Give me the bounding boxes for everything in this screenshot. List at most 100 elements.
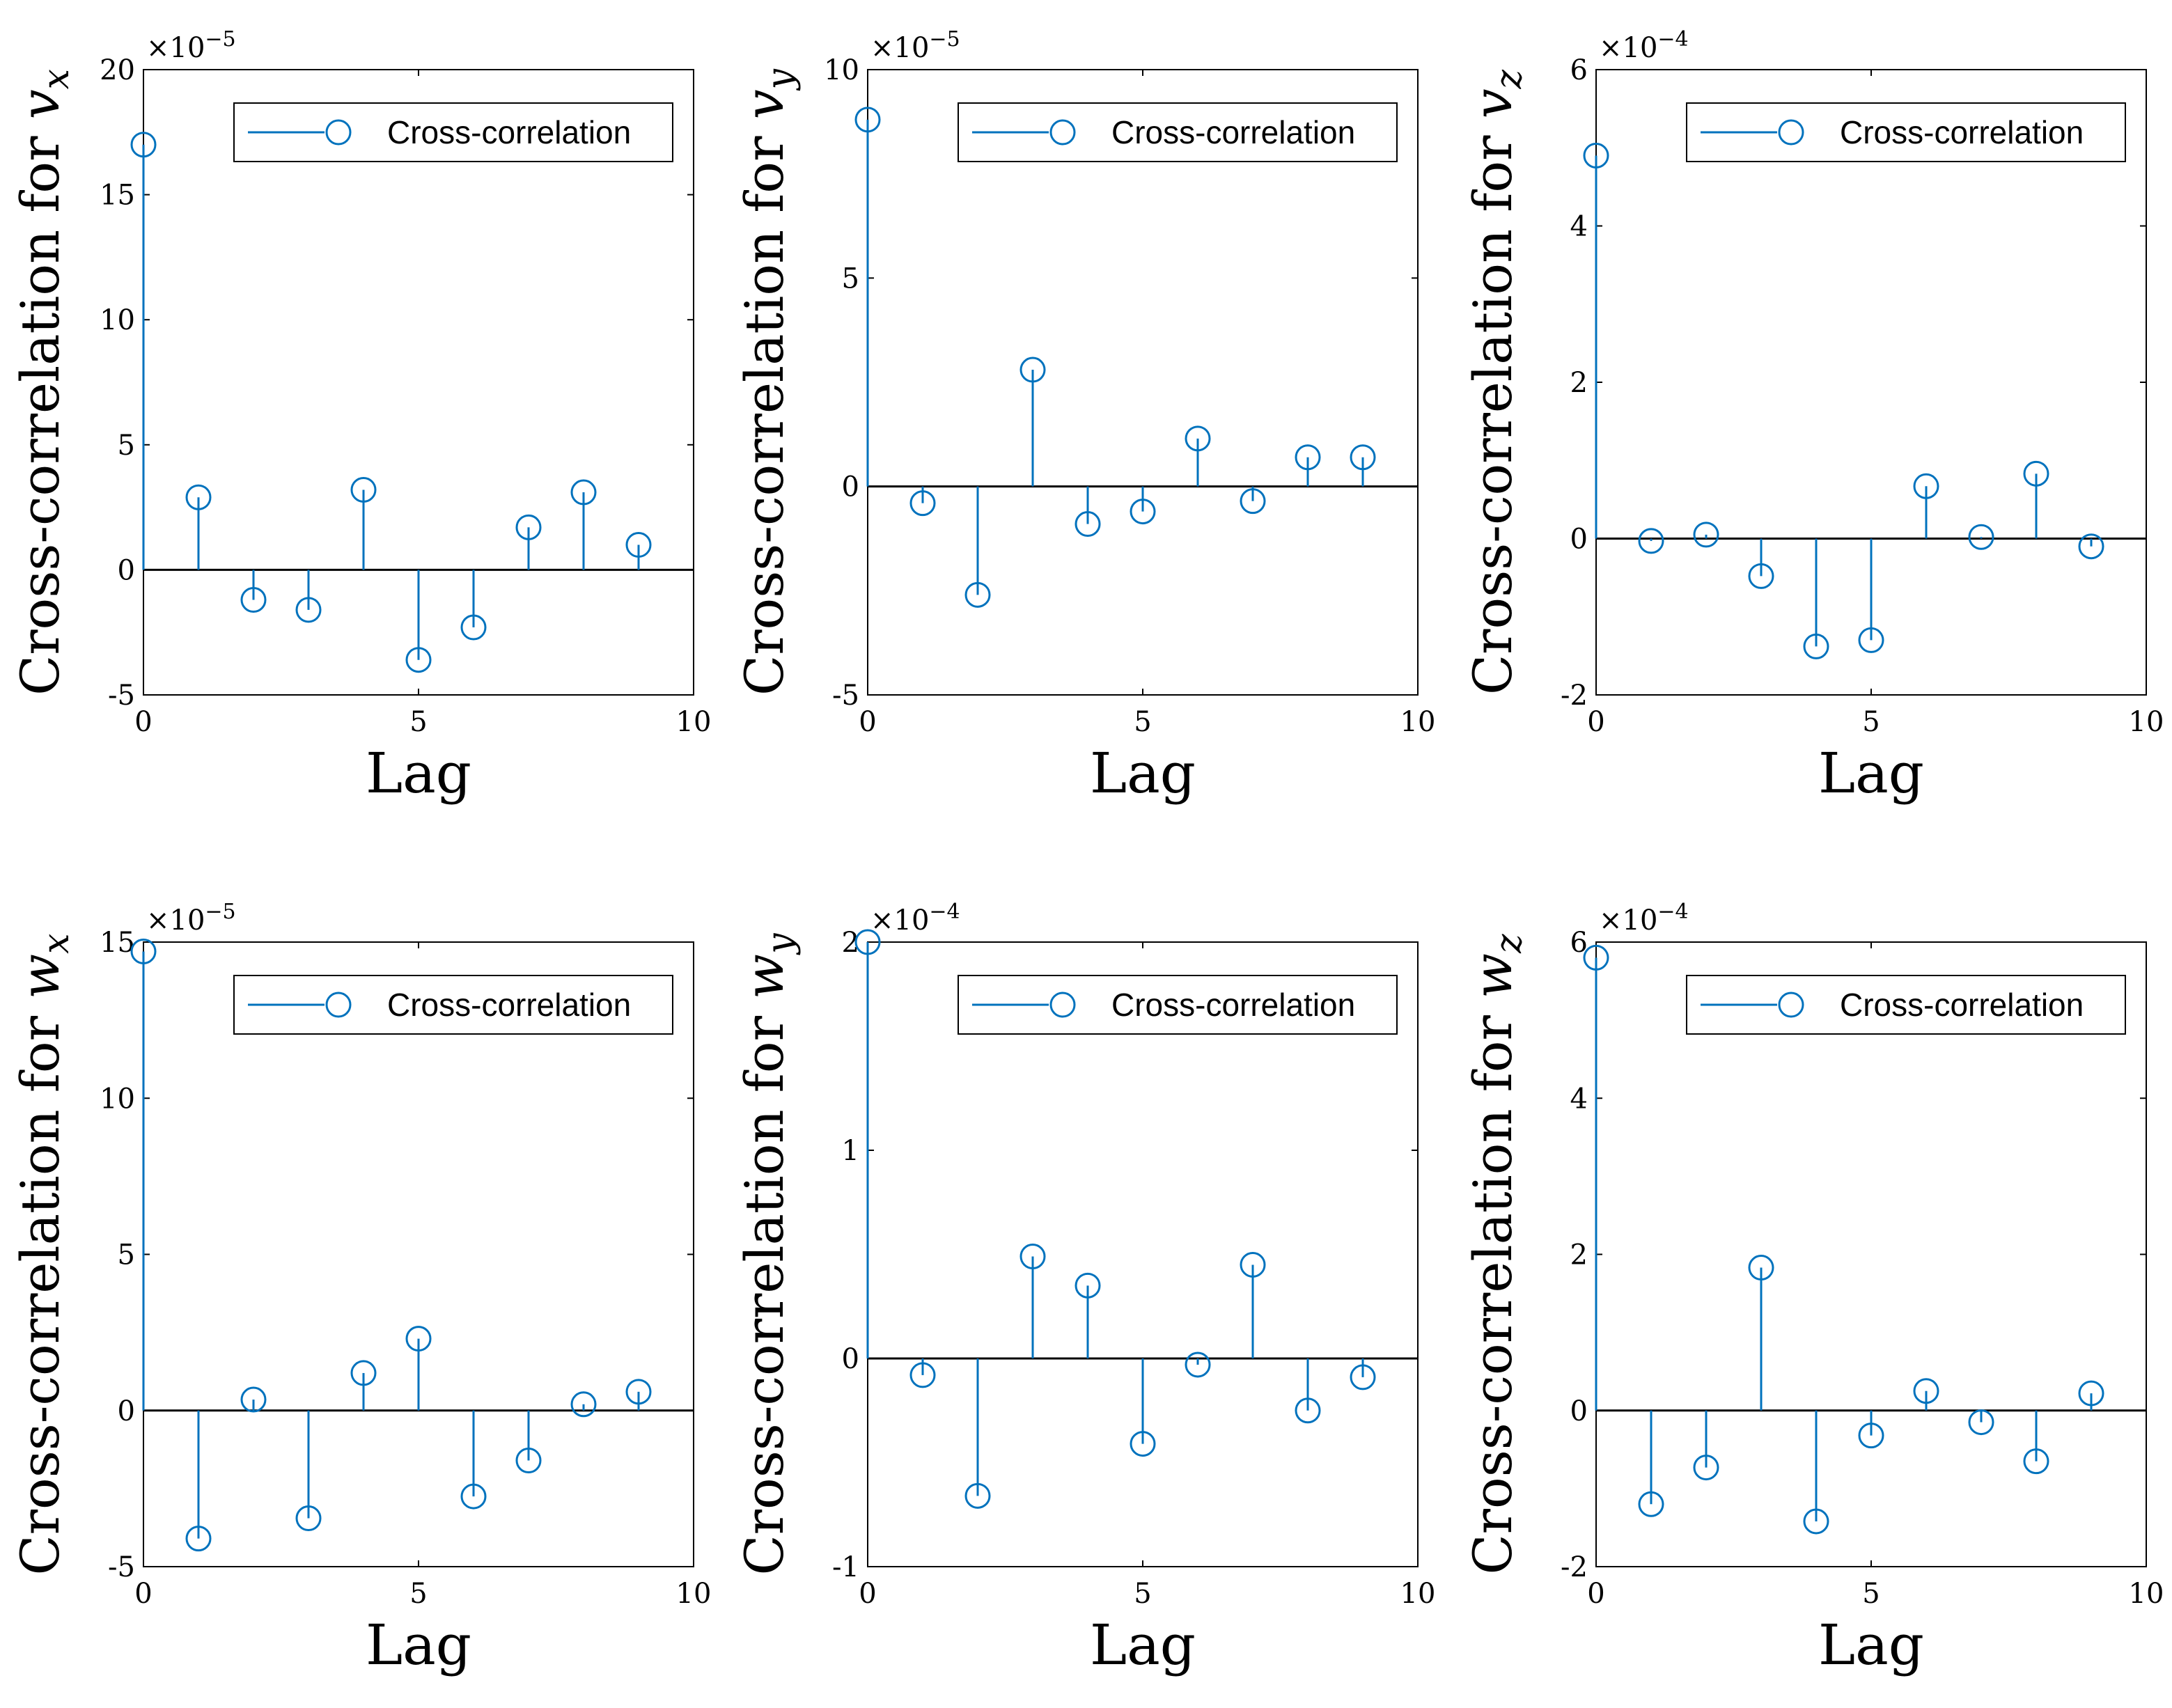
x-tick-label: 5 <box>1862 1578 1880 1610</box>
axis-exponent-label: ×10−4 <box>1599 27 1689 64</box>
stem-marker <box>1583 944 1609 971</box>
y-tick-label: -5 <box>108 680 135 712</box>
stem-marker <box>1638 528 1664 554</box>
stem-marker <box>1185 1351 1211 1378</box>
legend-marker-sample <box>325 119 352 146</box>
x-tick-label: 10 <box>1400 1578 1436 1610</box>
stem-marker <box>1583 142 1609 169</box>
stem-marker <box>350 476 377 503</box>
y-tick-label: 4 <box>1570 211 1588 243</box>
stem-marker <box>1240 1251 1266 1278</box>
x-tick-label: 10 <box>1400 706 1436 738</box>
x-axis-label: Lag <box>366 741 471 806</box>
x-axis-label: Lag <box>366 1613 471 1677</box>
stem-marker <box>625 1379 652 1405</box>
stem-marker <box>2023 1448 2049 1475</box>
axis-exponent-label: ×10−5 <box>870 27 960 64</box>
stem-marker <box>1638 1491 1664 1517</box>
stem-marker <box>350 1360 377 1386</box>
stem-marker <box>1295 444 1321 471</box>
stem-marker <box>185 1526 212 1552</box>
y-tick-label: 5 <box>118 1239 135 1271</box>
stem-marker <box>460 614 487 641</box>
y-tick-label: 5 <box>118 430 135 462</box>
x-tick-label: 10 <box>676 706 712 738</box>
stem-marker <box>854 929 881 955</box>
x-tick-label: 5 <box>1134 706 1151 738</box>
x-tick-label: 0 <box>859 1578 876 1610</box>
stem-marker <box>460 1483 487 1510</box>
x-tick-label: 5 <box>1134 1578 1151 1610</box>
x-tick-label: 10 <box>2129 1578 2164 1610</box>
x-axis-label: Lag <box>1818 741 1924 806</box>
x-tick-label: 10 <box>676 1578 712 1610</box>
y-tick-label: 4 <box>1570 1083 1588 1115</box>
stem-marker <box>130 938 157 964</box>
y-tick-label: 0 <box>118 1395 135 1427</box>
stem-marker <box>1075 1272 1101 1299</box>
stem-marker <box>1350 1364 1376 1390</box>
stem-marker <box>1240 488 1266 515</box>
legend-marker-sample <box>1778 119 1804 146</box>
axis-exponent-label: ×10−5 <box>146 900 236 937</box>
stem-marker <box>295 1505 322 1531</box>
stem-marker <box>1185 425 1211 452</box>
legend-label: Cross-correlation <box>1111 987 1355 1023</box>
y-tick-label: -2 <box>1561 680 1588 712</box>
stem-marker <box>570 1391 597 1418</box>
y-tick-label: 15 <box>100 927 135 959</box>
y-tick-label: 10 <box>100 1083 135 1115</box>
stem-marker <box>1075 511 1101 538</box>
y-tick-label: 0 <box>1570 1395 1588 1427</box>
x-tick-label: 0 <box>134 706 152 738</box>
legend-marker-sample <box>1049 992 1076 1018</box>
stem-marker <box>1350 444 1376 471</box>
y-tick-label: 20 <box>100 54 135 86</box>
stem-marker <box>405 647 432 673</box>
stem-marker <box>1913 473 1939 499</box>
stem-marker <box>1130 1431 1156 1457</box>
y-tick-label: -2 <box>1561 1551 1588 1583</box>
legend-label: Cross-correlation <box>387 114 631 150</box>
stem-marker <box>1803 633 1829 659</box>
stem-marker <box>1693 1455 1719 1481</box>
y-tick-label: -5 <box>108 1551 135 1583</box>
y-tick-label: -1 <box>832 1551 859 1583</box>
stem-marker <box>909 1362 936 1388</box>
stem-marker <box>2078 1380 2104 1407</box>
legend-label: Cross-correlation <box>1111 114 1355 150</box>
y-tick-label: 10 <box>824 54 859 86</box>
y-tick-label: 0 <box>842 1343 859 1375</box>
stem-marker <box>1295 1397 1321 1424</box>
stem-marker <box>1019 1243 1046 1269</box>
axes-box <box>1595 941 2147 1567</box>
axes-box <box>867 941 1419 1567</box>
y-tick-label: 0 <box>1570 524 1588 556</box>
x-tick-label: 0 <box>1587 1578 1604 1610</box>
y-axis-label: Cross-correlation for wz <box>1462 934 1530 1575</box>
y-tick-label: 2 <box>1570 367 1588 399</box>
stem-marker <box>185 484 212 510</box>
axis-exponent-label: ×10−4 <box>1599 900 1689 937</box>
stem-marker <box>405 1326 432 1352</box>
legend-label: Cross-correlation <box>387 987 631 1023</box>
legend-label: Cross-correlation <box>1840 987 2084 1023</box>
stem-marker <box>964 581 991 608</box>
x-axis-label: Lag <box>1818 1613 1924 1677</box>
stem-marker <box>515 514 542 540</box>
stem-marker <box>2078 533 2104 560</box>
stem-marker <box>1858 1423 1884 1449</box>
x-tick-label: 10 <box>2129 706 2164 738</box>
stem-marker <box>1803 1508 1829 1535</box>
stem-marker <box>1968 524 1994 550</box>
stem-marker <box>909 490 936 517</box>
stem-marker <box>1019 357 1046 383</box>
y-axis-label: Cross-correlation for wy <box>733 933 802 1576</box>
stem-marker <box>964 1482 991 1509</box>
y-axis-label: Cross-correlation for vz <box>1462 69 1530 695</box>
stem-marker <box>130 132 157 158</box>
y-tick-label: 15 <box>100 180 135 212</box>
